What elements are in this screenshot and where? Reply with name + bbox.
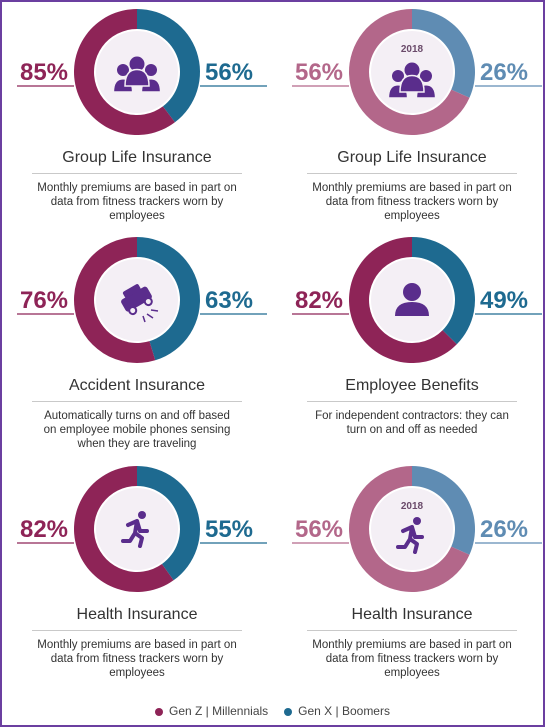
icon-part (142, 309, 159, 323)
divider (307, 630, 517, 631)
divider (307, 401, 517, 402)
legend-swatch (155, 707, 163, 716)
chart-title: Health Insurance (76, 606, 198, 623)
icon-part (138, 511, 146, 519)
description: Automatically turns on and off based on … (43, 410, 231, 450)
value-label: 63% (205, 287, 253, 314)
donut-segment (74, 9, 175, 135)
icon-part (124, 68, 150, 87)
value-label: 76% (20, 287, 68, 314)
value-label: 85% (20, 59, 68, 86)
description: Monthly premiums are based in part on da… (37, 639, 237, 679)
value-label: 56% (295, 516, 343, 543)
description: Monthly premiums are based in part on da… (37, 182, 237, 222)
chart-title: Group Life Insurance (337, 149, 487, 166)
donut-segment (137, 466, 201, 581)
chart-title: Accident Insurance (68, 377, 206, 394)
donut-segment (137, 9, 201, 123)
divider (307, 173, 517, 174)
icon-part (129, 56, 145, 72)
legend-swatch (284, 707, 293, 716)
value-label: 56% (205, 59, 253, 86)
icon-part (121, 519, 149, 548)
value-label: 26% (480, 59, 528, 86)
divider (32, 173, 242, 174)
description: For independent contractors: they can tu… (315, 410, 509, 436)
chart-title: Group Life Insurance (62, 149, 212, 166)
icon-part (128, 306, 138, 316)
value-label: 55% (205, 516, 253, 543)
value-label: 49% (480, 287, 528, 314)
legend-label: Gen Z | Millennials (169, 704, 269, 718)
divider (32, 401, 242, 402)
icon-part (395, 302, 429, 316)
icon-part (122, 284, 141, 298)
divider (32, 630, 242, 631)
donut-segment (137, 237, 200, 361)
icon-part (420, 70, 432, 82)
icon-part (404, 62, 420, 78)
icon-part (399, 74, 425, 93)
value-label: 56% (295, 59, 343, 86)
icon-part (117, 64, 129, 76)
donut-segment (349, 237, 457, 363)
value-label: 26% (480, 516, 528, 543)
donut-segment (73, 237, 156, 363)
legend-item: Gen X | Boomers (284, 704, 390, 718)
donut-segment (412, 466, 475, 555)
description: Monthly premiums are based in part on da… (312, 639, 512, 679)
donut-segment (348, 466, 470, 592)
donut-segment (412, 9, 475, 98)
icon-part (392, 70, 404, 82)
year-label: 2018 (401, 44, 424, 55)
icon-part (403, 283, 421, 301)
icon-part (396, 525, 424, 554)
chart-title: Employee Benefits (345, 377, 479, 394)
legend-label: Gen X | Boomers (298, 704, 390, 718)
icon-part (145, 64, 157, 76)
year-label: 2018 (401, 501, 424, 512)
legend: Gen Z | Millennials Gen X | Boomers (2, 704, 543, 718)
description: Monthly premiums are based in part on da… (312, 182, 512, 222)
icon-part (121, 286, 152, 312)
icon-part (413, 517, 421, 525)
chart-title: Health Insurance (351, 606, 473, 623)
value-label: 82% (295, 287, 343, 314)
donut-segment (412, 237, 476, 345)
donut-segment (349, 9, 470, 135)
legend-item: Gen Z | Millennials (155, 704, 268, 718)
icon-part (143, 297, 153, 307)
donut-segment (74, 466, 174, 592)
icon (121, 284, 153, 316)
value-label: 82% (20, 516, 68, 543)
